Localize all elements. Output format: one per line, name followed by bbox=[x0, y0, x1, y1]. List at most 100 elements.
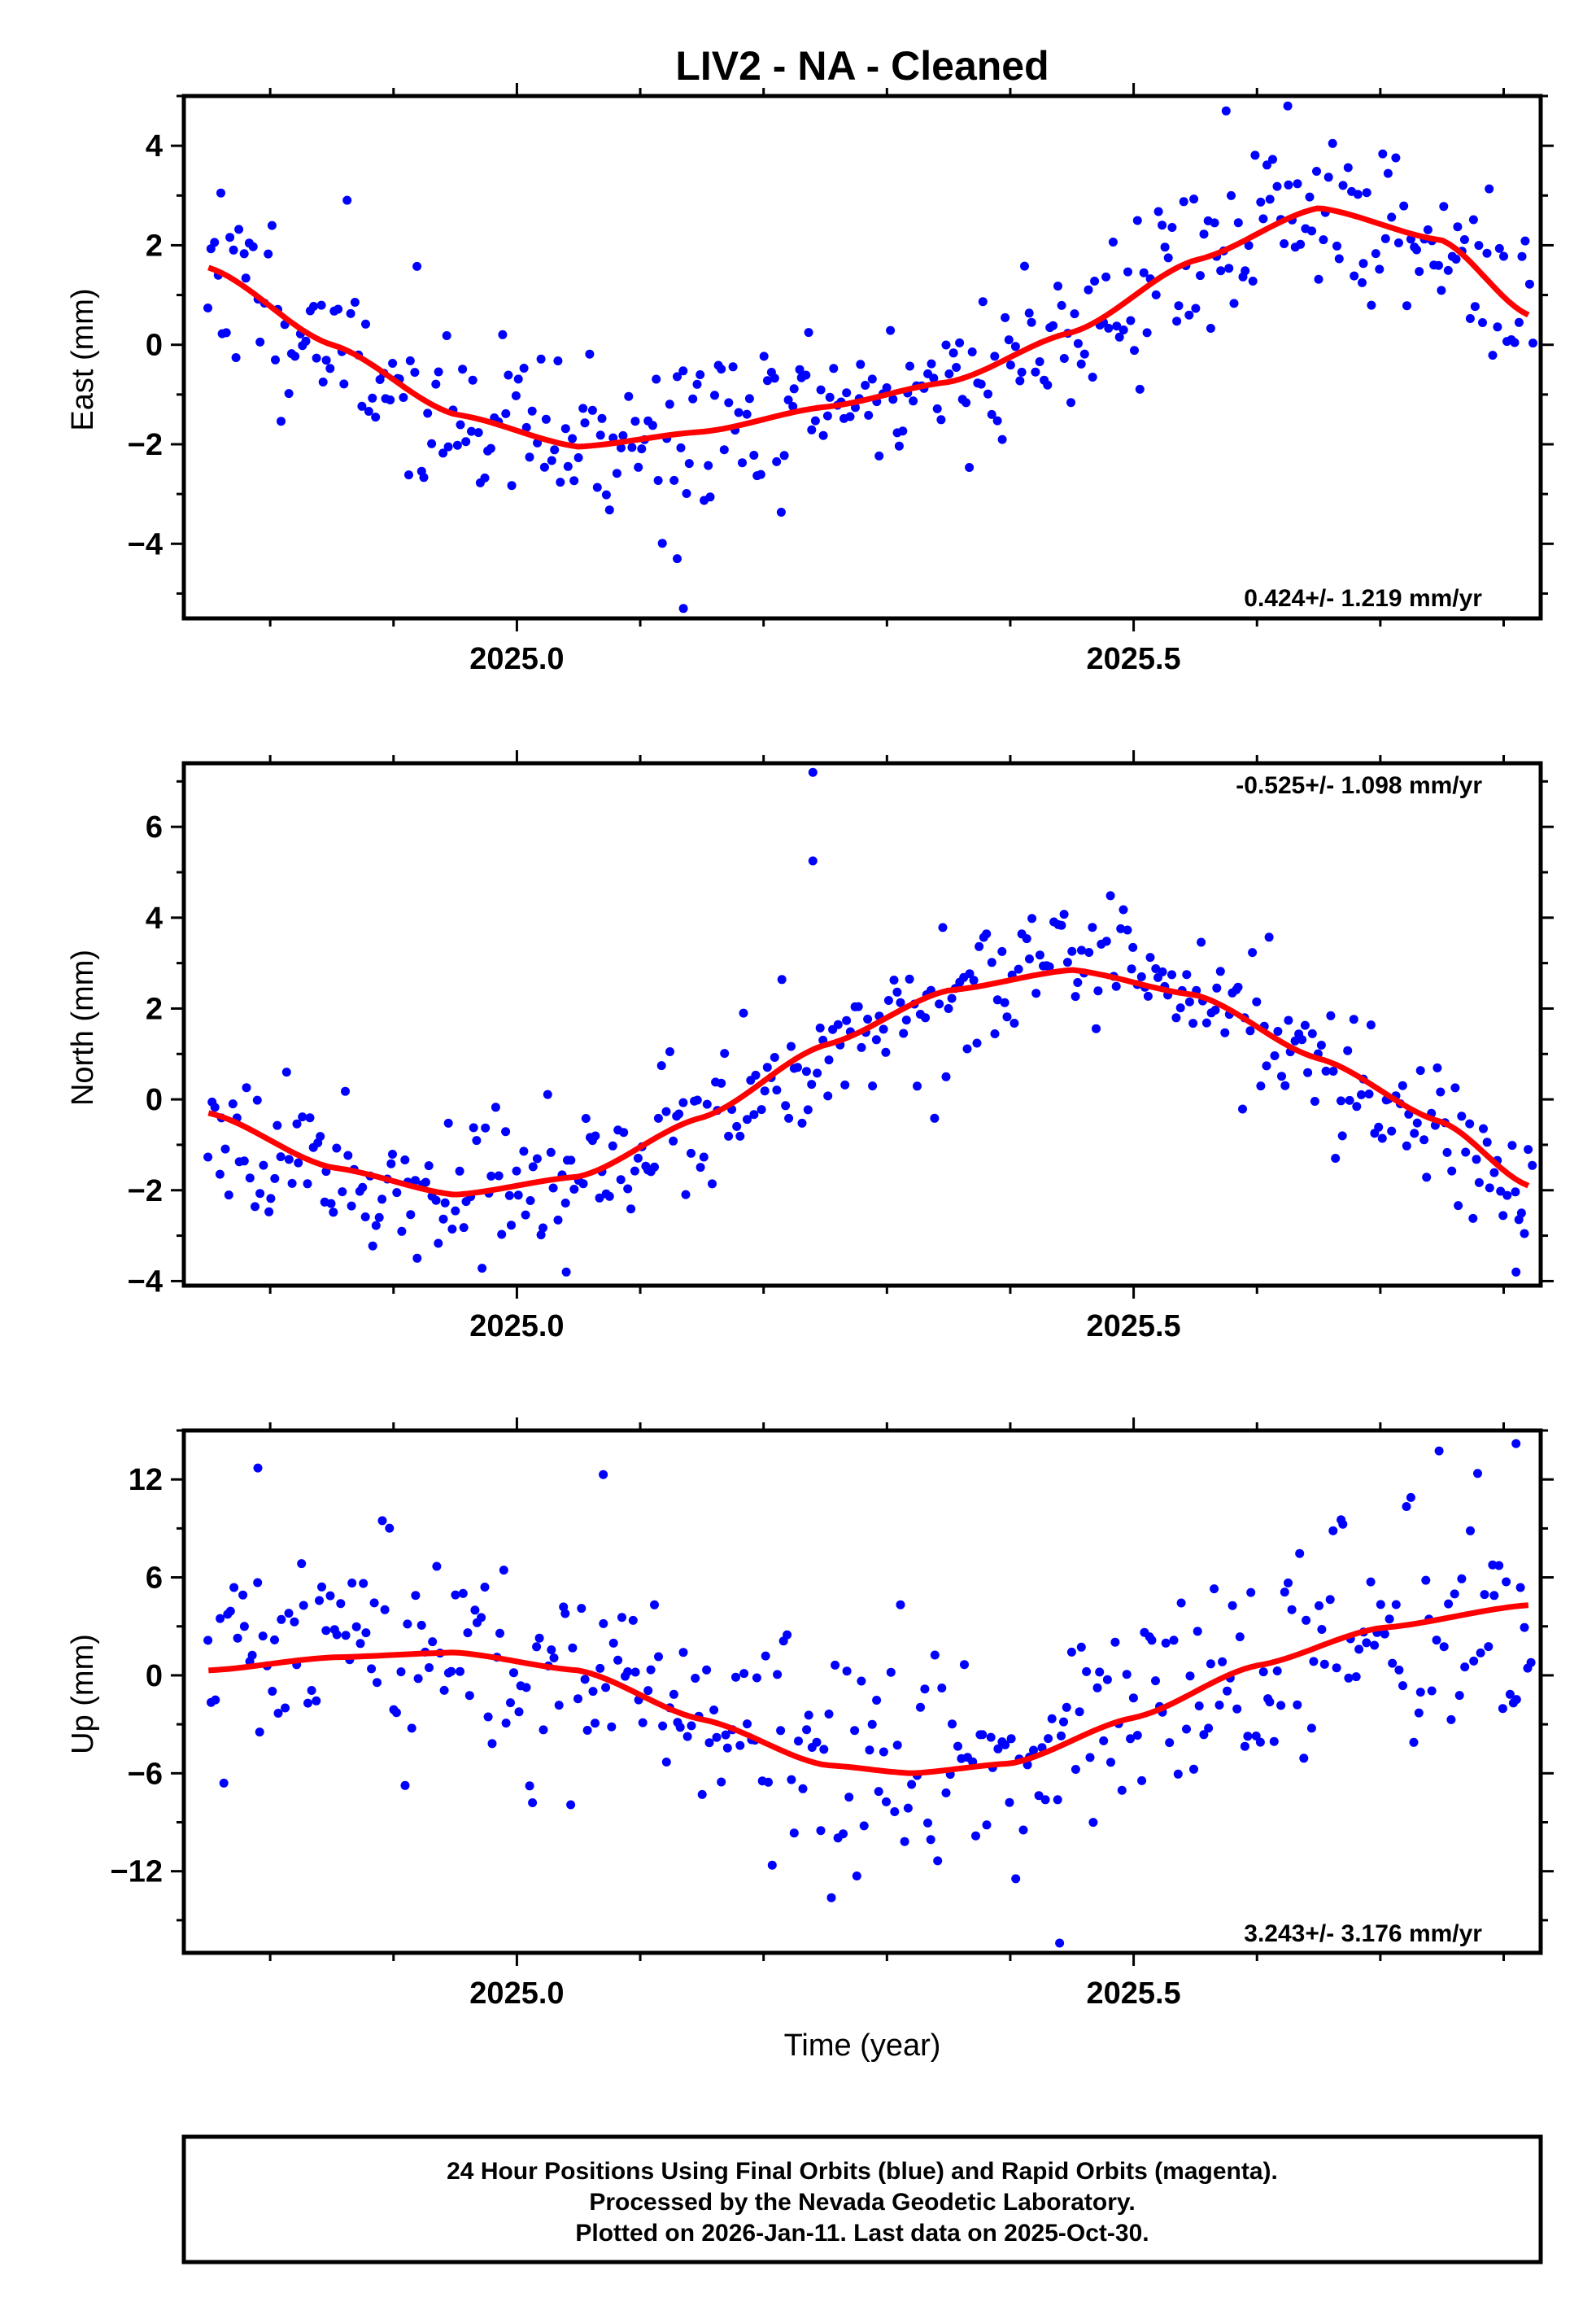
east-point bbox=[1434, 260, 1443, 270]
up-point bbox=[623, 1667, 633, 1676]
up-point bbox=[456, 1666, 464, 1676]
up-point bbox=[255, 1727, 264, 1737]
east-point bbox=[321, 356, 331, 365]
east-point bbox=[810, 416, 820, 426]
north-point bbox=[347, 1201, 356, 1211]
north-point bbox=[281, 1068, 291, 1077]
north-point bbox=[881, 1047, 891, 1057]
east-point bbox=[419, 473, 429, 483]
north-point bbox=[1059, 910, 1069, 919]
east-point bbox=[361, 319, 370, 329]
east-point bbox=[1010, 342, 1020, 352]
north-point bbox=[1188, 1019, 1198, 1029]
up-point bbox=[1469, 1656, 1479, 1666]
north-point bbox=[808, 767, 818, 777]
up-point bbox=[1366, 1577, 1376, 1587]
north-point bbox=[548, 1183, 558, 1193]
up-point bbox=[1439, 1642, 1449, 1652]
north-point bbox=[696, 1163, 705, 1173]
up-point bbox=[842, 1666, 852, 1676]
up-point bbox=[844, 1793, 854, 1802]
up-point bbox=[1454, 1691, 1464, 1701]
east-point bbox=[1224, 264, 1234, 273]
east-point bbox=[1073, 338, 1083, 348]
footer-frame bbox=[181, 2134, 1543, 2265]
up-point bbox=[678, 1648, 688, 1657]
up-point bbox=[1076, 1642, 1086, 1652]
east-point bbox=[967, 347, 977, 356]
east-point bbox=[1076, 359, 1086, 369]
up-point bbox=[850, 1726, 860, 1736]
up-point bbox=[1059, 1717, 1068, 1727]
east-point bbox=[427, 439, 437, 448]
north-y-tick-label: 2 bbox=[146, 992, 163, 1026]
east-point bbox=[442, 331, 451, 340]
east-point bbox=[1227, 190, 1236, 200]
east-point bbox=[1358, 259, 1368, 269]
up-frame bbox=[181, 1428, 1543, 1955]
east-point bbox=[248, 242, 258, 251]
up-point bbox=[1502, 1577, 1511, 1587]
up-point bbox=[528, 1798, 538, 1807]
east-point bbox=[368, 393, 377, 403]
up-point bbox=[764, 1777, 773, 1787]
north-point bbox=[1262, 1061, 1271, 1071]
up-y-tick-label: −6 bbox=[128, 1757, 163, 1791]
up-point bbox=[886, 1667, 896, 1677]
north-point bbox=[561, 1267, 571, 1277]
east-point bbox=[1493, 322, 1502, 332]
east-point bbox=[1328, 138, 1337, 148]
east-point bbox=[1104, 323, 1114, 333]
up-point bbox=[1037, 1743, 1047, 1753]
up-point bbox=[669, 1689, 678, 1699]
north-point bbox=[242, 1083, 251, 1093]
east-point bbox=[1256, 197, 1266, 207]
north-point bbox=[1374, 1122, 1384, 1132]
north-point bbox=[1116, 924, 1126, 933]
east-point bbox=[630, 417, 640, 426]
east-point bbox=[888, 395, 898, 404]
up-point bbox=[1199, 1730, 1209, 1740]
east-point bbox=[717, 365, 726, 374]
up-point bbox=[247, 1650, 257, 1660]
east-point bbox=[229, 245, 238, 255]
north-point bbox=[1101, 937, 1111, 946]
up-point bbox=[930, 1650, 940, 1660]
east-point bbox=[1524, 279, 1534, 289]
east-point bbox=[580, 418, 590, 428]
up-point bbox=[396, 1667, 406, 1677]
east-point bbox=[501, 408, 511, 418]
up-point bbox=[1194, 1701, 1204, 1710]
north-point bbox=[1252, 997, 1262, 1007]
east-panel: East (mm) 0.424+/- 1.219 mm/yr 2025.0 202… bbox=[66, 83, 1554, 676]
east-point bbox=[1066, 398, 1075, 408]
up-point bbox=[1034, 1791, 1044, 1801]
north-point bbox=[438, 1214, 448, 1224]
east-point bbox=[434, 367, 443, 377]
east-point bbox=[696, 370, 705, 379]
north-point bbox=[1303, 1068, 1313, 1077]
north-point bbox=[992, 995, 1002, 1005]
up-point bbox=[1218, 1657, 1228, 1666]
up-point bbox=[1280, 1588, 1289, 1597]
east-point bbox=[682, 489, 691, 498]
east-point bbox=[1412, 245, 1421, 255]
east-point bbox=[898, 426, 908, 436]
east-point bbox=[909, 396, 918, 406]
north-point bbox=[273, 1120, 282, 1130]
north-point bbox=[921, 1013, 931, 1023]
north-point bbox=[292, 1119, 302, 1129]
north-point bbox=[264, 1207, 274, 1216]
north-point bbox=[947, 994, 957, 1003]
east-point bbox=[1020, 261, 1029, 271]
north-point bbox=[1044, 962, 1054, 972]
east-point bbox=[456, 420, 465, 430]
east-point bbox=[1391, 153, 1401, 163]
north-point bbox=[1212, 983, 1222, 993]
east-point bbox=[1314, 274, 1323, 284]
up-point bbox=[654, 1652, 663, 1662]
east-point bbox=[807, 425, 817, 435]
up-point bbox=[1117, 1785, 1127, 1795]
east-point bbox=[705, 492, 715, 502]
north-point bbox=[1331, 1154, 1341, 1163]
